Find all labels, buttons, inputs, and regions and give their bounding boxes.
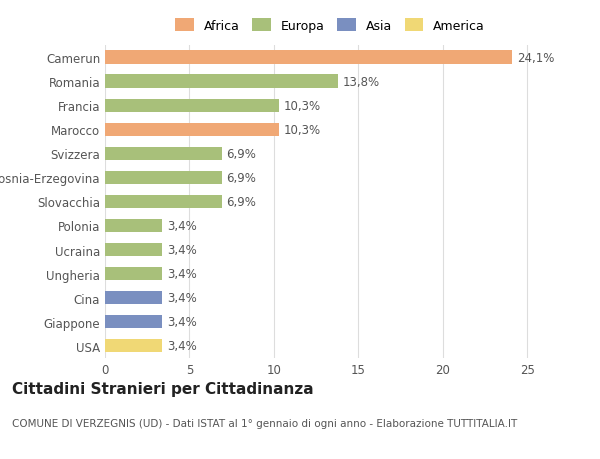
Text: 3,4%: 3,4% [167,219,197,232]
Bar [105,171,221,185]
Text: 3,4%: 3,4% [167,268,197,280]
Text: COMUNE DI VERZEGNIS (UD) - Dati ISTAT al 1° gennaio di ogni anno - Elaborazione : COMUNE DI VERZEGNIS (UD) - Dati ISTAT al… [12,418,517,428]
Bar [105,339,163,353]
Text: 6,9%: 6,9% [227,196,256,208]
Bar [105,291,163,305]
Text: 3,4%: 3,4% [167,291,197,304]
Text: 6,9%: 6,9% [227,147,256,161]
Text: 3,4%: 3,4% [167,315,197,329]
Bar [105,268,163,280]
Text: 24,1%: 24,1% [517,51,554,64]
Bar [105,99,279,112]
Text: 10,3%: 10,3% [284,100,321,112]
Text: 3,4%: 3,4% [167,243,197,257]
Bar [105,123,279,136]
Bar [105,219,163,233]
Legend: Africa, Europa, Asia, America: Africa, Europa, Asia, America [171,16,489,37]
Text: 3,4%: 3,4% [167,340,197,353]
Text: 6,9%: 6,9% [227,172,256,185]
Text: Cittadini Stranieri per Cittadinanza: Cittadini Stranieri per Cittadinanza [12,381,314,396]
Bar [105,315,163,329]
Text: 13,8%: 13,8% [343,75,380,89]
Bar [105,243,163,257]
Bar [105,75,338,89]
Text: 10,3%: 10,3% [284,123,321,136]
Bar [105,51,512,65]
Bar [105,147,221,161]
Bar [105,196,221,208]
